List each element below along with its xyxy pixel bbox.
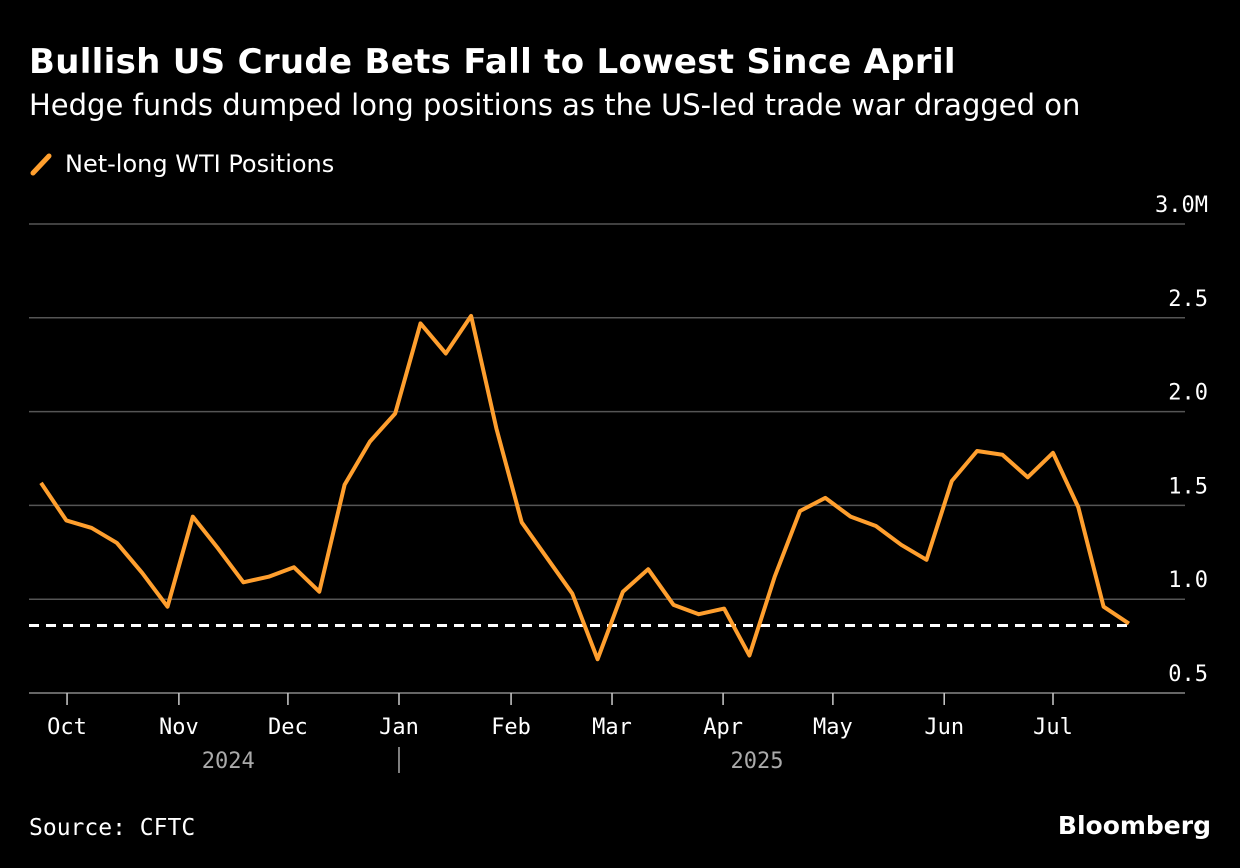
y-tick-label: 1.5 xyxy=(1168,474,1208,499)
year-label: 2024 xyxy=(202,749,255,774)
legend-label: Net-long WTI Positions xyxy=(65,150,335,178)
chart-subtitle: Hedge funds dumped long positions as the… xyxy=(29,88,1081,122)
y-tick-label: 2.5 xyxy=(1168,287,1208,312)
y-tick-label: 2.0 xyxy=(1168,381,1208,406)
x-tick-label: Jun xyxy=(924,715,964,740)
x-tick-label: Feb xyxy=(491,715,531,740)
x-tick-label: Dec xyxy=(268,715,308,740)
series-line xyxy=(39,313,1131,662)
x-tick-label: Oct xyxy=(47,715,87,740)
x-tick-label: Nov xyxy=(159,715,199,740)
x-tick-label: Jul xyxy=(1033,715,1073,740)
y-tick-label: 3.0M xyxy=(1155,193,1208,218)
y-tick-label: 0.5 xyxy=(1168,662,1208,687)
legend: Net-long WTI Positions xyxy=(29,150,334,178)
x-tick-label: Apr xyxy=(703,715,743,740)
legend-line-icon xyxy=(30,153,52,176)
x-tick-label: May xyxy=(813,715,853,740)
x-tick-label: Mar xyxy=(592,715,632,740)
x-tick-label: Jan xyxy=(379,715,419,740)
y-tick-label: 1.0 xyxy=(1168,568,1208,593)
brand-logo: Bloomberg xyxy=(1057,811,1211,840)
chart-title: Bullish US Crude Bets Fall to Lowest Sin… xyxy=(29,42,956,82)
source-note: Source: CFTC xyxy=(29,815,196,841)
year-label: 2025 xyxy=(730,749,783,774)
